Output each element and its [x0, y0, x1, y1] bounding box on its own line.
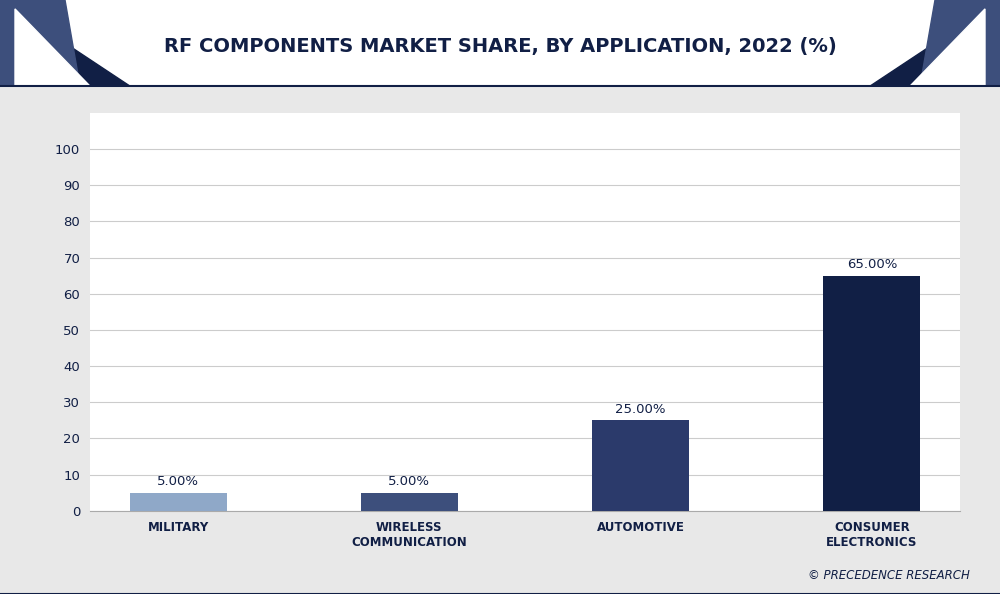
Bar — [130, 493, 227, 511]
Text: RF COMPONENTS MARKET SHARE, BY APPLICATION, 2022 (%): RF COMPONENTS MARKET SHARE, BY APPLICATI… — [164, 37, 836, 56]
Text: © PRECEDENCE RESEARCH: © PRECEDENCE RESEARCH — [808, 569, 970, 582]
Text: 65.00%: 65.00% — [847, 258, 897, 271]
Text: 25.00%: 25.00% — [615, 403, 666, 416]
Bar — [823, 276, 920, 511]
Text: 5.00%: 5.00% — [388, 475, 430, 488]
Bar — [592, 421, 689, 511]
Bar — [361, 493, 458, 511]
Text: 5.00%: 5.00% — [157, 475, 199, 488]
